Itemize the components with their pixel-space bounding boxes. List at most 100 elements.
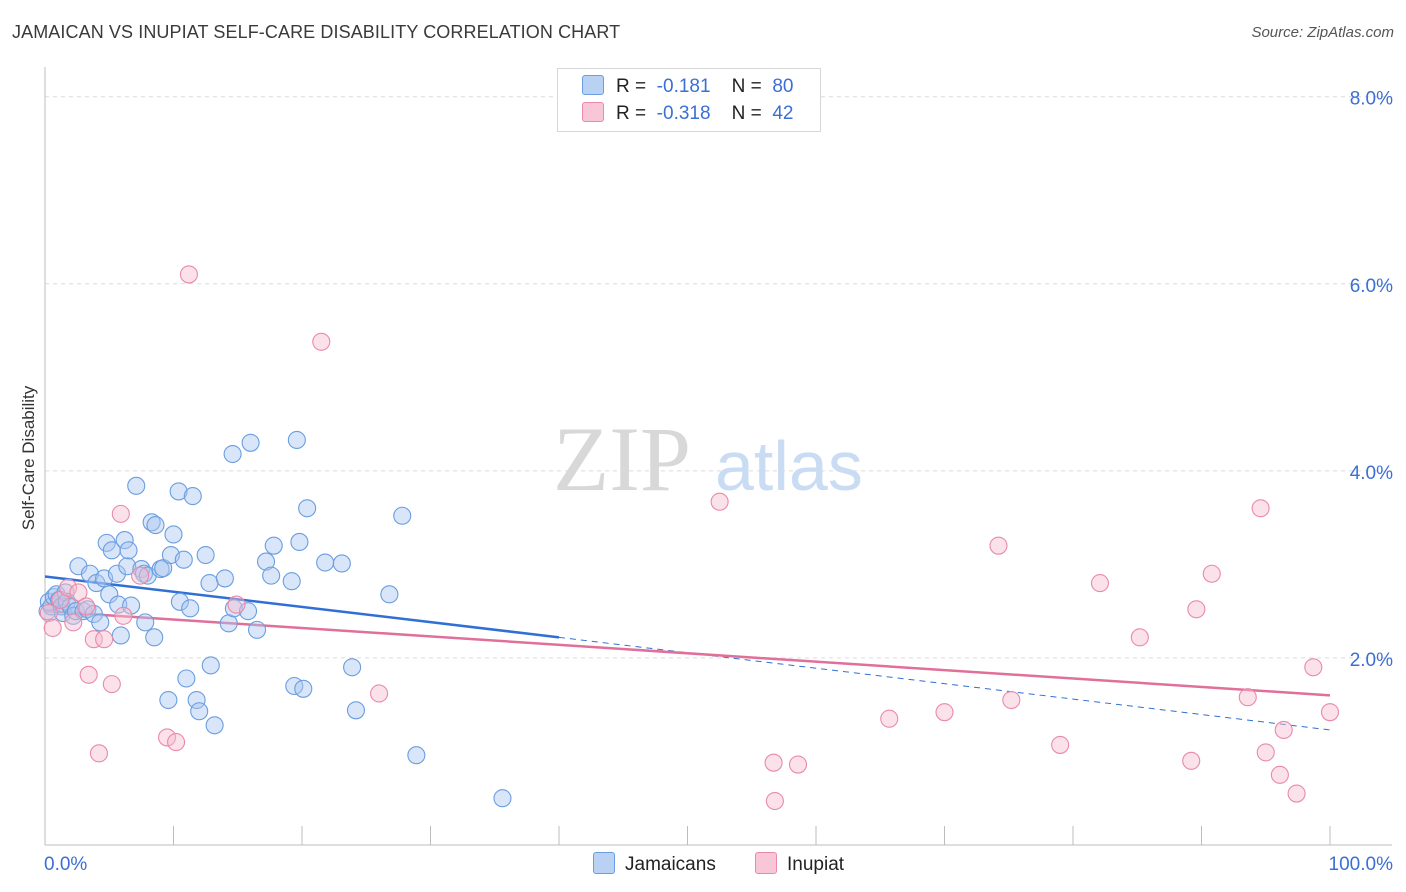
y-tick-label: 2.0% [1350, 650, 1393, 671]
jamaicans-point [247, 620, 267, 639]
inupiat-point [1238, 688, 1257, 707]
jamaicans-point [241, 433, 260, 452]
jamaicans-point [100, 585, 119, 604]
jamaicans-legend-swatch [593, 852, 615, 874]
inupiat-point [167, 733, 186, 752]
source-label: Source: ZipAtlas.com [1251, 24, 1394, 41]
inupiat-point [764, 753, 783, 772]
inupiat-point [114, 606, 133, 625]
r-label: R = [616, 103, 647, 124]
inupiat-point [935, 703, 954, 722]
inupiat-point [1182, 751, 1201, 770]
jamaicans-point [145, 628, 164, 647]
axes [44, 67, 1392, 846]
jamaicans-swatch [582, 75, 604, 95]
jamaicans-legend-label: Jamaicans [625, 854, 716, 875]
jamaicans-point [298, 499, 317, 518]
jamaicans-point [132, 560, 151, 579]
jamaicans-point [174, 550, 193, 569]
jamaicans-point [294, 679, 313, 698]
jamaicans-point [290, 532, 309, 551]
jamaicans-point [177, 669, 196, 688]
gridlines [45, 96, 1392, 659]
y-tick-label: 6.0% [1350, 276, 1393, 297]
inupiat-trend-line [44, 609, 1331, 697]
inupiat-legend-label: Inupiat [787, 854, 845, 875]
jamaicans-point [256, 552, 276, 571]
jamaicans-point [200, 574, 219, 593]
inupiat-point [710, 492, 729, 511]
x-tick-label-min: 0.0% [44, 854, 87, 875]
inupiat-point [111, 504, 130, 523]
jamaicans-point [196, 545, 215, 565]
stats-legend: R = -0.181 N = 80 R = -0.318 N = 42 [557, 68, 821, 132]
jamaicans-point [332, 554, 351, 573]
axis-labels: 2.0% 4.0% 6.0% 8.0% 0.0% 100.0% Self-Care Disa… [19, 89, 1393, 875]
inupiat-point [880, 709, 899, 728]
jamaicans-r-value: -0.181 [656, 76, 711, 97]
watermark-atlas: atlas [715, 427, 863, 505]
chart-title: JAMAICAN VS INUPIAT SELF-CARE DISABILITY… [12, 22, 621, 42]
legend-row-inupiat: R = -0.318 N = 42 [582, 101, 793, 127]
jamaicans-point [122, 596, 141, 615]
inupiat-point [77, 597, 96, 616]
inupiat-point [1287, 784, 1306, 803]
inupiat-point [1130, 628, 1149, 647]
inupiat-point [765, 791, 784, 811]
jamaicans-point [264, 536, 283, 555]
inupiat-swatch [582, 102, 604, 122]
jamaicans-trend-extension [558, 636, 1331, 731]
jamaicans-point [146, 516, 165, 535]
jamaicans-point [238, 602, 258, 621]
inupiat-point [89, 744, 109, 763]
r-label: R = [616, 76, 647, 97]
jamaicans-point [183, 487, 202, 506]
watermark: ZIP atlas [553, 408, 863, 510]
jamaicans-point [111, 626, 130, 645]
jamaicans-point [119, 541, 138, 560]
jamaicans-point [115, 531, 134, 550]
inupiat-point [64, 613, 83, 632]
y-axis-label: Self-Care Disability [19, 385, 38, 530]
inupiat-point [1202, 564, 1221, 583]
n-label: N = [731, 103, 762, 124]
inupiat-point [102, 675, 121, 694]
inupiat-point [1002, 690, 1021, 710]
jamaicans-point [393, 506, 412, 525]
inupiat-n-value: 42 [772, 103, 794, 124]
jamaicans-point [66, 602, 85, 621]
jamaicans-point [346, 701, 366, 720]
inupiat-point [989, 536, 1008, 555]
jamaicans-point [407, 746, 426, 765]
jamaicans-point [380, 585, 399, 604]
jamaicans-point [343, 658, 362, 677]
jamaicans-n-value: 80 [772, 76, 794, 97]
inupiat-point [1187, 600, 1206, 619]
jamaicans-point [219, 614, 238, 633]
inupiat-point [1270, 765, 1289, 784]
inupiat-point [95, 630, 114, 649]
n-label: N = [731, 76, 762, 97]
data-points [38, 265, 1340, 811]
jamaicans-point [187, 690, 206, 710]
inupiat-point [84, 630, 103, 649]
inupiat-point [79, 665, 98, 684]
jamaicans-point [164, 525, 183, 544]
inupiat-point [312, 332, 331, 351]
y-tick-label: 4.0% [1350, 463, 1393, 484]
jamaicans-point [215, 569, 234, 588]
jamaicans-point [287, 430, 306, 450]
inupiat-point [158, 728, 177, 747]
jamaicans-point [136, 613, 155, 632]
inupiat-point [1320, 703, 1340, 722]
jamaicans-point [205, 716, 224, 735]
inupiat-point [59, 578, 78, 597]
jamaicans-point [181, 599, 200, 618]
inupiat-point [1304, 658, 1323, 677]
inupiat-legend-swatch [755, 852, 777, 874]
jamaicans-point [316, 553, 335, 572]
inupiat-point [43, 618, 62, 638]
bottom-legend-jamaicans: Jamaicans [593, 852, 716, 876]
jamaicans-point [107, 564, 127, 583]
